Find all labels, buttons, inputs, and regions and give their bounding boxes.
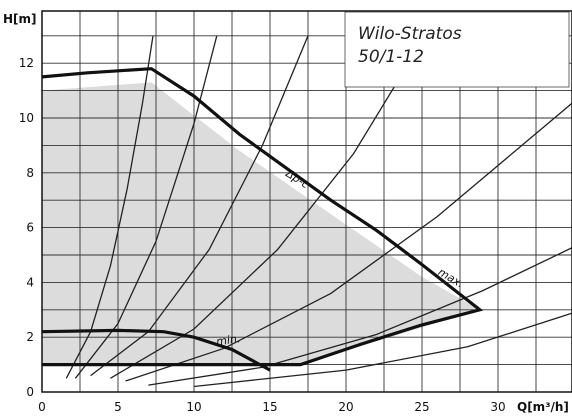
y-tick-labels: 0 2 4 6 8 10 12 [19,56,34,399]
title-box: Wilo-Stratos 50/1-12 [344,11,570,88]
x-tick-label: 5 [114,400,122,414]
chart-title-line1: Wilo-Stratos [358,24,462,44]
system-curve [74,35,218,379]
x-tick-label: 25 [414,400,429,414]
y-axis-label: H[m] [3,12,37,26]
x-tick-label: 10 [186,400,201,414]
x-tick-labels: 0 5 10 15 20 25 30 [38,400,505,414]
x-axis-label: Q[m³/h] [517,400,569,414]
system-curve [65,35,154,379]
pump-curve-max [42,67,484,367]
pump-curves [42,67,484,372]
chart-title-line2: 50/1-12 [358,47,424,67]
system-curve [148,247,572,386]
system-curve [110,40,423,379]
title-box-background [344,11,570,88]
y-tick-label: 10 [19,111,34,125]
plot-border [41,10,572,393]
x-tick-label: 30 [490,400,505,414]
system-curve [193,312,572,388]
system-curves [65,35,572,388]
y-tick-label: 8 [26,166,34,180]
x-tick-label: 20 [338,400,353,414]
x-tick-label: 0 [38,400,46,414]
y-tick-label: 0 [26,385,34,399]
y-tick-label: 12 [19,56,34,70]
y-tick-label: 4 [26,275,34,289]
x-tick-label: 15 [262,400,277,414]
curve-label: min. [215,332,241,348]
y-tick-label: 6 [26,221,34,235]
operating-region [42,82,480,365]
system-curve [125,102,572,382]
y-tick-label: 2 [26,330,34,344]
operating-region-group [42,82,480,365]
pump-curve-min [42,328,271,372]
system-curve [90,35,309,377]
